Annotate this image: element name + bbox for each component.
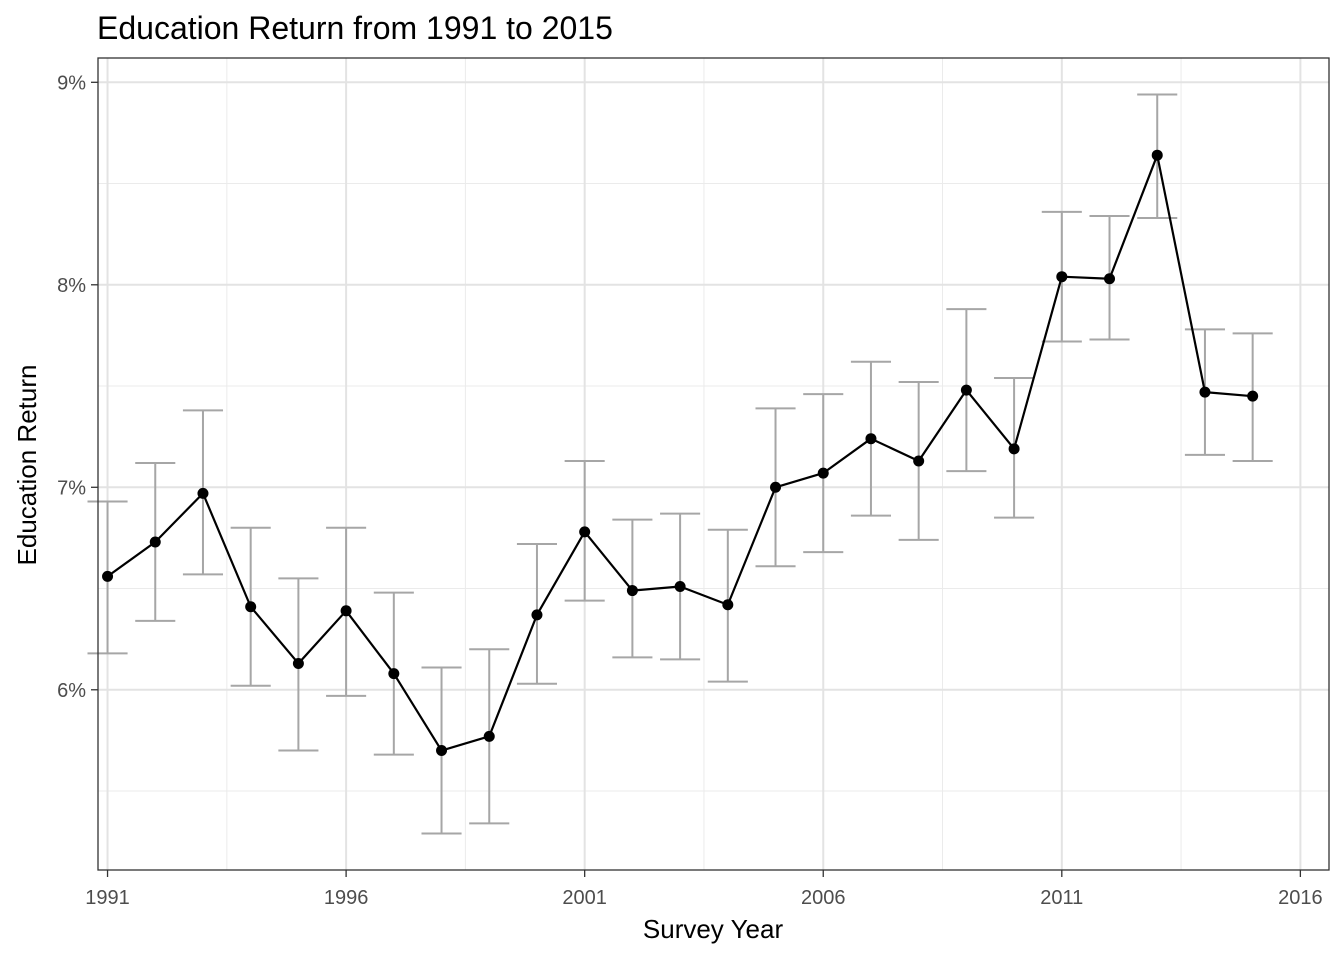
- data-point: [531, 609, 543, 621]
- y-tick-label: 8%: [57, 275, 86, 297]
- series-line: [106, 154, 1253, 752]
- axes: 1991 1996 2001 2006 2011 2016 6% 7% 8% 9%: [57, 72, 1323, 909]
- data-point: [960, 384, 972, 396]
- data-point: [579, 526, 591, 538]
- y-tick-label: 6%: [57, 680, 86, 702]
- x-tick-label: 2016: [1278, 887, 1323, 909]
- x-tick-label: 2006: [801, 887, 846, 909]
- data-point: [245, 601, 257, 613]
- x-tick-label: 1996: [324, 887, 369, 909]
- data-point: [722, 599, 734, 611]
- data-point: [1151, 149, 1163, 161]
- data-point: [1104, 273, 1116, 285]
- y-tick-label: 7%: [57, 477, 86, 499]
- data-point: [913, 455, 925, 467]
- data-point: [340, 605, 352, 617]
- chart-title: Education Return from 1991 to 2015: [97, 10, 613, 46]
- data-point: [1056, 271, 1068, 283]
- data-point: [1247, 390, 1259, 402]
- data-point: [197, 487, 209, 499]
- error-bars: [87, 93, 1273, 835]
- data-point: [102, 570, 114, 582]
- data-point: [1008, 443, 1020, 455]
- data-point: [674, 581, 686, 593]
- x-tick-label: 2001: [562, 887, 607, 909]
- y-tick-label: 9%: [57, 72, 86, 94]
- series-line-layer: [106, 154, 1253, 752]
- data-point: [388, 668, 400, 680]
- data-point: [436, 745, 448, 757]
- x-tick-label: 2011: [1040, 887, 1083, 909]
- data-point: [1199, 386, 1211, 398]
- y-axis-title: Education Return: [12, 365, 42, 566]
- x-tick-label: 1991: [85, 887, 130, 909]
- data-point: [292, 657, 304, 669]
- plot-panel-border: [97, 57, 1330, 871]
- data-point: [149, 536, 161, 548]
- data-point: [865, 433, 877, 445]
- data-point: [817, 467, 829, 479]
- x-axis-title: Survey Year: [643, 914, 784, 944]
- grid-lines: [98, 58, 1329, 870]
- data-point: [770, 481, 782, 493]
- data-point: [626, 585, 638, 597]
- data-points: [102, 149, 1259, 757]
- data-point: [483, 730, 495, 742]
